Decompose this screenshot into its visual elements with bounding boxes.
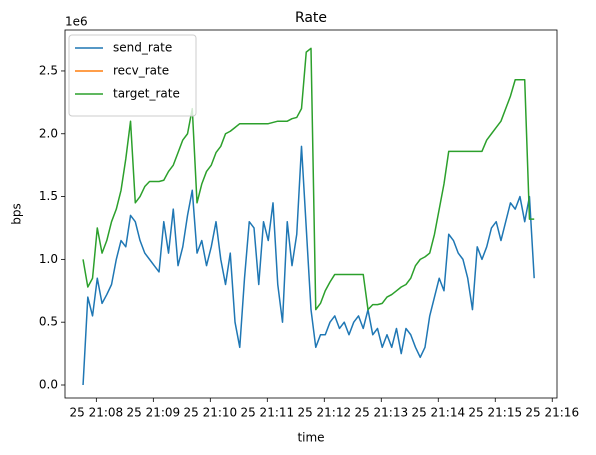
y-tick-label: 2.0: [39, 126, 58, 140]
x-axis-label: time: [297, 431, 324, 445]
y-tick-label: 2.5: [39, 63, 58, 77]
x-tick-label: 25 21:08: [70, 406, 124, 420]
x-tick-label: 25 21:13: [354, 406, 408, 420]
y-tick-label: 1.0: [39, 252, 58, 266]
x-tick-label: 25 21:16: [525, 406, 579, 420]
x-tick-label: 25 21:15: [468, 406, 522, 420]
legend-label: target_rate: [113, 87, 180, 101]
legend-box: [68, 34, 197, 117]
y-tick-label: 0.5: [39, 315, 58, 329]
legend-label: send_rate: [113, 41, 172, 55]
x-tick-label: 25 21:11: [240, 406, 294, 420]
chart-title: Rate: [295, 10, 327, 26]
y-axis-label: bps: [10, 203, 24, 225]
x-tick-label: 25 21:14: [411, 406, 465, 420]
y-offset-label: 1e6: [65, 15, 88, 29]
y-tick-label: 1.5: [39, 189, 58, 203]
plot-frame: [64, 29, 558, 399]
y-tick-label: 0.0: [39, 377, 58, 391]
x-tick-label: 25 21:09: [126, 406, 180, 420]
legend-label: recv_rate: [113, 64, 169, 78]
series-line: [82, 145, 535, 386]
x-tick-label: 25 21:10: [183, 406, 237, 420]
series-line: [82, 47, 535, 311]
x-tick-label: 25 21:12: [297, 406, 351, 420]
